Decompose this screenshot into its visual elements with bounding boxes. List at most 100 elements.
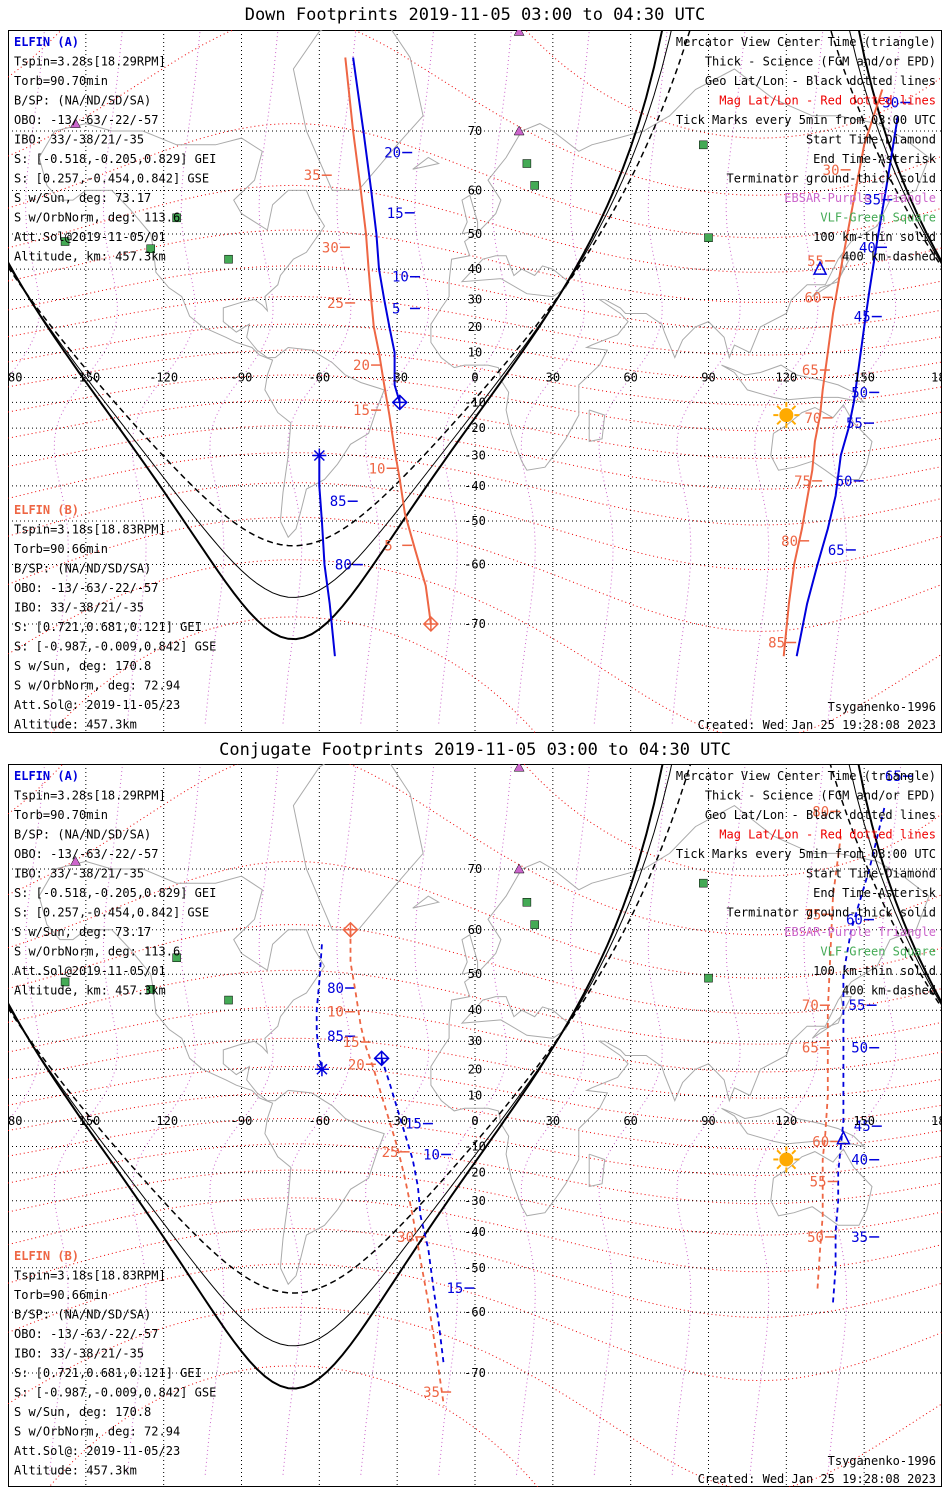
track-time-label: 60 — [812, 1134, 829, 1150]
info-heading: ELFIN (A) — [14, 35, 79, 49]
track-time-label: 50 — [807, 1230, 824, 1246]
info-line: Tspin=3.28s[18.29RPM] — [14, 55, 166, 69]
sun-icon — [773, 402, 800, 429]
track-time-label: 70 — [804, 411, 821, 427]
lon-tick-label: 30 — [546, 1114, 560, 1128]
info-line: IBO: 33/-38/21/-35 — [14, 133, 144, 147]
track-time-label: 30 — [322, 240, 339, 256]
ebsar-triangle — [70, 118, 81, 128]
track-time-label: 35 — [423, 1385, 440, 1401]
info-line: S: [-0.518,-0.205,0.829] GEI — [14, 886, 216, 900]
track-time-label: 30 — [882, 96, 899, 112]
lon-tick-label: -180 — [8, 371, 22, 385]
axis-labels: -180 -150 -120 -90 -60 -30 0 30 60 90 120 150 180 70 6… — [8, 124, 942, 631]
sun-icon — [773, 1146, 800, 1173]
legend-line: Start Time-Diamond — [806, 133, 936, 147]
ground-stations — [60, 764, 800, 1173]
track-b: 30 55 60 65 70 75 80 85 — [768, 89, 884, 657]
coastline — [430, 805, 930, 1217]
info-line: S w/OrbNorm, deg: 72.94 — [14, 679, 180, 693]
map-panel-down-footprints: 2015105858030354045505560653530252015105… — [8, 30, 942, 733]
legend-line: 100 km-thin solid — [813, 964, 936, 978]
info-line: S: [0.257,-0.454,0.842] GSE — [14, 172, 209, 186]
mag-lat-line — [8, 1263, 942, 1382]
lat-tick-label: 0 — [471, 371, 478, 385]
info-line: Torb=90.70min — [14, 808, 108, 822]
lat-tick-label: 10 — [468, 346, 482, 360]
track-time-label: 65 — [802, 1041, 819, 1057]
track-a: 65 60 55 50 45 40 35 — [832, 769, 913, 1303]
vlf-square — [172, 213, 181, 223]
lat-tick-label: -50 — [464, 514, 486, 528]
legend-line: Tick Marks every 5min from 03:00 UTC — [676, 847, 936, 861]
info-line: S: [0.257,-0.454,0.842] GSE — [14, 906, 209, 920]
legend-line: Geo Lat/Lon - Black dotted lines — [705, 808, 936, 822]
info-line: B/SP: (NA/ND/SD/SA) — [14, 1308, 151, 1322]
lon-tick-label: -120 — [149, 371, 178, 385]
coastline — [461, 934, 479, 975]
center-time-triangle-icon — [812, 260, 828, 275]
track-time-label: 80 — [781, 534, 798, 550]
legend-line: Geo Lat/Lon - Black dotted lines — [705, 74, 936, 88]
end-asterisk-icon — [312, 448, 327, 463]
mag-lon-line — [126, 31, 201, 724]
info-line: Torb=90.66min — [14, 1288, 108, 1302]
info-line: Att.Sol@: 2019-11-05/23 — [14, 1444, 180, 1458]
legend-line: EBSAR-Purple Triangle — [784, 925, 936, 939]
track-time-label: 55 — [807, 254, 824, 270]
lon-tick-label: -30 — [386, 371, 408, 385]
track-time-label: 25 — [382, 1145, 399, 1161]
track-time-label: 75 — [794, 474, 811, 490]
vlf-square — [704, 973, 713, 983]
coastline — [588, 1153, 606, 1188]
coastline — [460, 996, 570, 1039]
legend-line: 100 km-thin solid — [813, 230, 936, 244]
info-line: Altitude: 457.3km — [14, 718, 137, 732]
coastlines — [38, 764, 930, 1286]
geo-grid — [8, 764, 942, 1487]
track-time-label: 5 — [392, 301, 400, 317]
track-time-label: 35 — [851, 1230, 868, 1246]
info-heading: ELFIN (B) — [14, 1249, 79, 1263]
info-line: Att.Sol@2019-11-05/01 — [14, 964, 166, 978]
coastline — [38, 860, 385, 1286]
info-line: IBO: 33/-38/21/-35 — [14, 1347, 144, 1361]
lon-tick-label: 90 — [701, 371, 715, 385]
track-time-label: 85 — [327, 1029, 344, 1045]
lat-tick-label: 60 — [468, 183, 482, 197]
track-a: 85 80 — [312, 448, 363, 657]
info-line: OBO: -13/-63/-22/-57 — [14, 1327, 159, 1341]
created-label: Created: Wed Jan 25 19:28:08 2023 — [698, 718, 936, 732]
track-time-label: 85 — [768, 635, 785, 651]
lat-tick-label: -40 — [464, 1225, 486, 1239]
track-time-label: 55 — [810, 1174, 827, 1190]
track-time-label: 35 — [864, 193, 881, 209]
vlf-square — [699, 878, 708, 888]
legend-line: Thick - Science (FGM and/or EPD) — [705, 789, 936, 803]
coastline — [292, 764, 424, 931]
legend-line: 400 km-dashed — [842, 250, 936, 264]
ebsar-triangle — [513, 764, 525, 772]
track-time-label: 70 — [802, 998, 819, 1014]
mag-lon-line — [204, 31, 279, 724]
track-b: 80 75 70 65 60 55 50 — [802, 804, 842, 1289]
track-time-label: 20 — [384, 146, 401, 162]
terminator-curve — [8, 30, 942, 641]
sun-ray — [776, 405, 782, 411]
track-line — [816, 835, 842, 1289]
terminator-400km — [8, 30, 942, 547]
track-time-label: 20 — [353, 358, 370, 374]
track-time-label: 45 — [854, 1119, 871, 1135]
vlf-square — [530, 920, 539, 929]
track-time-label: 20 — [348, 1057, 365, 1073]
coastline — [292, 30, 424, 191]
track-line — [782, 89, 884, 657]
info-line: B/SP: (NA/ND/SD/SA) — [14, 562, 151, 576]
track-time-label: 15 — [446, 1281, 463, 1297]
track-time-label: 10 — [369, 461, 386, 477]
track-line — [315, 944, 323, 1070]
info-line: Tspin=3.18s[18.83RPM] — [14, 523, 166, 537]
info-line: S w/Sun, deg: 73.17 — [14, 925, 151, 939]
info-heading: ELFIN (A) — [14, 769, 79, 783]
